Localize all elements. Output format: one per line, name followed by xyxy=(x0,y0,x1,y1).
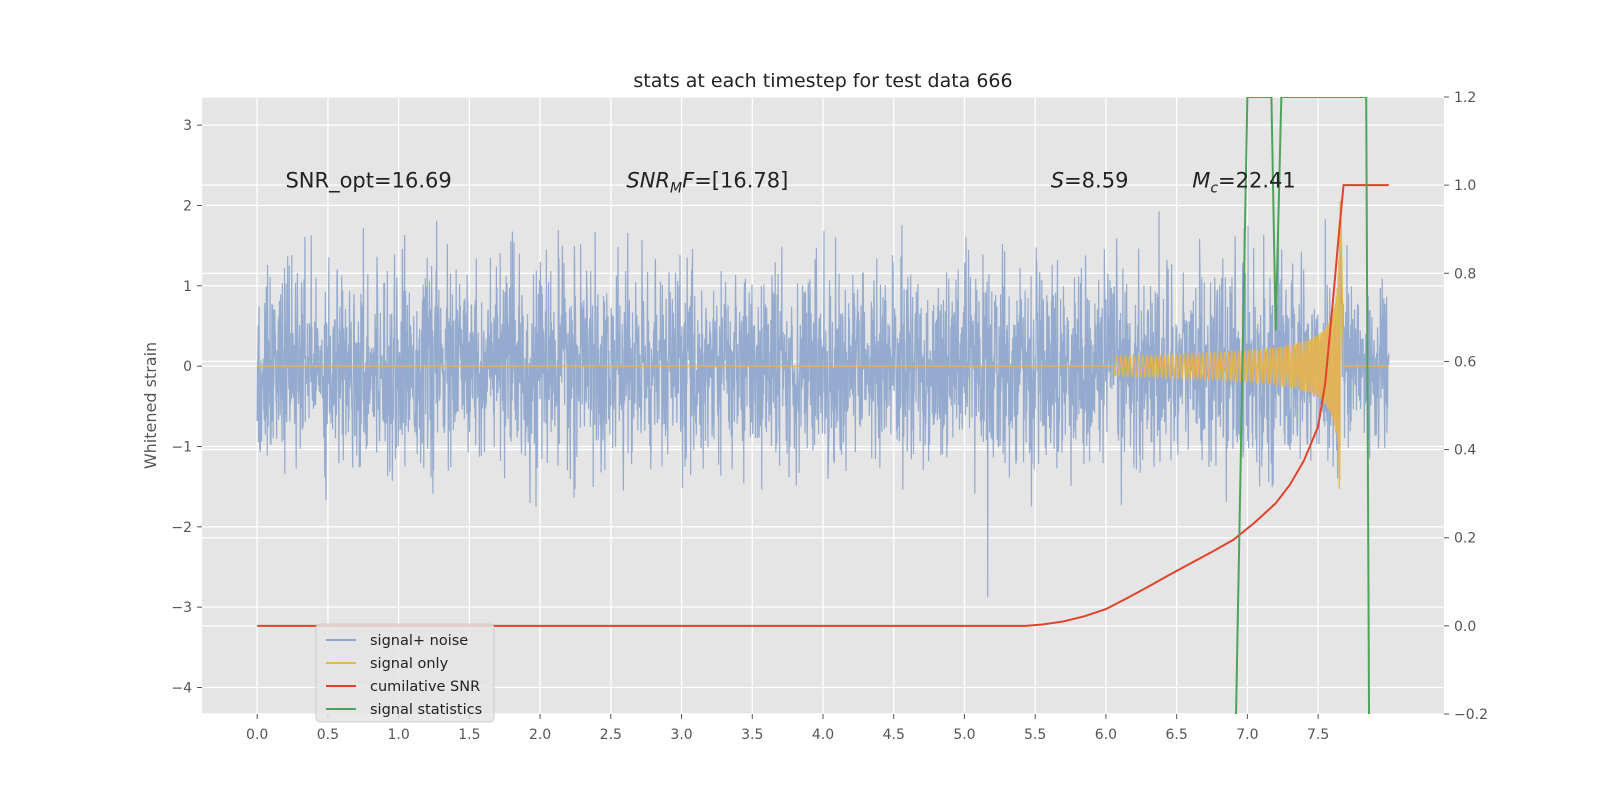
y-tick-label: 3 xyxy=(183,118,192,134)
y2-tick-label: 0.0 xyxy=(1454,619,1476,635)
x-tick-label: 7.0 xyxy=(1236,727,1258,743)
y2-tick-label: 1.2 xyxy=(1454,90,1476,106)
x-tick-label: 7.5 xyxy=(1307,727,1329,743)
series-signal-only xyxy=(257,200,1389,489)
chart-title: stats at each timestep for test data 666 xyxy=(633,70,1012,92)
x-tick-label: 5.0 xyxy=(953,727,975,743)
y-tick-label: −4 xyxy=(171,680,192,696)
y2-tick-label: 0.4 xyxy=(1454,443,1476,459)
x-tick-label: 2.0 xyxy=(529,727,551,743)
y-axis-label: Whitened strain xyxy=(141,342,160,469)
series-signal-statistics xyxy=(1235,97,1371,714)
x-tick-label: 3.5 xyxy=(741,727,763,743)
y-tick-label: −2 xyxy=(171,520,192,536)
legend-box xyxy=(315,623,495,723)
legend: signal+ noise signal only cumilative SNR si… xyxy=(315,623,495,723)
x-tick-label: 3.0 xyxy=(670,727,692,743)
annotations: SNR_opt=16.69 SNRMF=[16.78] S=8.59 Mc=22.41 xyxy=(285,168,1295,196)
y2-tick-label: 0.8 xyxy=(1454,266,1476,282)
x-tick-label: 2.5 xyxy=(600,727,622,743)
x-tick-label: 4.0 xyxy=(812,727,834,743)
y2-tick-label: 1.0 xyxy=(1454,178,1476,194)
signal-only-line xyxy=(257,200,1389,489)
y-tick-label: 1 xyxy=(183,279,192,295)
y2-tick-label: −0.2 xyxy=(1454,707,1488,723)
x-tick-label: 1.5 xyxy=(458,727,480,743)
cumulative-snr-line xyxy=(257,184,1389,627)
signal-noise-line xyxy=(256,211,1390,598)
y-tick-label: −3 xyxy=(171,600,192,616)
x-tick-label: 6.5 xyxy=(1166,727,1188,743)
annotation-text: SNRMF=[16.78] xyxy=(626,168,788,196)
y-tick-label: −1 xyxy=(171,439,192,455)
y2-tick-label: 0.6 xyxy=(1454,354,1476,370)
y-tick-label: 2 xyxy=(183,198,192,214)
series-signal-noise xyxy=(256,211,1390,598)
axes: 0.0 0.5 1.0 1.5 2.0 2.5 3.0 3.5 4.0 4.5 5.0 5.5 6.0 6… xyxy=(171,90,1488,743)
legend-label: signal statistics xyxy=(370,702,482,718)
signal-statistics-line xyxy=(1235,97,1371,714)
y2-tick-label: 0.2 xyxy=(1454,531,1476,547)
annotation-text: Mc=22.41 xyxy=(1192,168,1296,196)
x-tick-label: 0.5 xyxy=(317,727,339,743)
x-tick-label: 4.5 xyxy=(883,727,905,743)
legend-label: signal+ noise xyxy=(370,633,468,649)
series-cumulative-snr xyxy=(257,184,1389,627)
legend-label: cumilative SNR xyxy=(370,679,480,695)
y-tick-label: 0 xyxy=(183,359,192,375)
x-tick-label: 6.0 xyxy=(1095,727,1117,743)
x-tick-label: 0.0 xyxy=(246,727,268,743)
annotation-text: S=8.59 xyxy=(1051,168,1129,192)
legend-label: signal only xyxy=(370,656,449,672)
x-tick-label: 5.5 xyxy=(1024,727,1046,743)
annotation-text: SNR_opt=16.69 xyxy=(285,168,451,193)
x-tick-label: 1.0 xyxy=(387,727,409,743)
